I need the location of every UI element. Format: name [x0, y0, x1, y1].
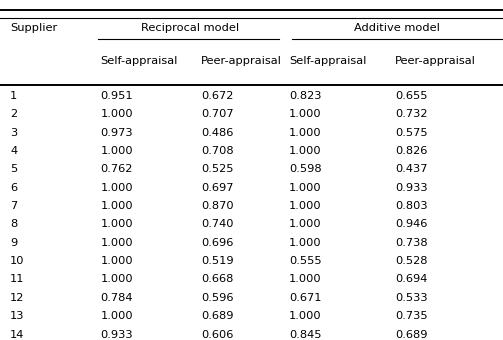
Text: 4: 4 [10, 146, 17, 156]
Text: 9: 9 [10, 238, 17, 248]
Text: 1.000: 1.000 [289, 274, 322, 285]
Text: 1.000: 1.000 [289, 238, 322, 248]
Text: 0.740: 0.740 [201, 219, 234, 230]
Text: 0.973: 0.973 [101, 128, 133, 138]
Text: Self-appraisal: Self-appraisal [289, 55, 367, 66]
Text: 7: 7 [10, 201, 17, 211]
Text: 0.668: 0.668 [201, 274, 233, 285]
Text: 1.000: 1.000 [289, 183, 322, 193]
Text: 1.000: 1.000 [289, 146, 322, 156]
Text: 0.655: 0.655 [395, 91, 428, 101]
Text: 14: 14 [10, 329, 25, 340]
Text: 0.528: 0.528 [395, 256, 428, 266]
Text: 0.933: 0.933 [101, 329, 133, 340]
Text: 1.000: 1.000 [101, 183, 133, 193]
Text: 0.826: 0.826 [395, 146, 427, 156]
Text: 1.000: 1.000 [289, 219, 322, 230]
Text: 0.707: 0.707 [201, 109, 234, 119]
Text: 0.671: 0.671 [289, 293, 322, 303]
Text: 0.689: 0.689 [201, 311, 234, 321]
Text: 0.732: 0.732 [395, 109, 428, 119]
Text: 0.823: 0.823 [289, 91, 322, 101]
Text: 0.598: 0.598 [289, 164, 322, 174]
Text: 0.708: 0.708 [201, 146, 234, 156]
Text: 0.555: 0.555 [289, 256, 322, 266]
Text: 0.735: 0.735 [395, 311, 428, 321]
Text: 0.533: 0.533 [395, 293, 428, 303]
Text: 0.845: 0.845 [289, 329, 322, 340]
Text: 1.000: 1.000 [289, 201, 322, 211]
Text: 0.738: 0.738 [395, 238, 428, 248]
Text: Reciprocal model: Reciprocal model [141, 23, 239, 33]
Text: 10: 10 [10, 256, 25, 266]
Text: 1.000: 1.000 [101, 238, 133, 248]
Text: 0.596: 0.596 [201, 293, 234, 303]
Text: 12: 12 [10, 293, 25, 303]
Text: Peer-appraisal: Peer-appraisal [395, 55, 476, 66]
Text: 0.437: 0.437 [395, 164, 428, 174]
Text: 0.762: 0.762 [101, 164, 133, 174]
Text: 1: 1 [10, 91, 17, 101]
Text: 6: 6 [10, 183, 17, 193]
Text: 0.946: 0.946 [395, 219, 427, 230]
Text: 0.689: 0.689 [395, 329, 428, 340]
Text: 1.000: 1.000 [101, 201, 133, 211]
Text: 0.870: 0.870 [201, 201, 234, 211]
Text: 1.000: 1.000 [101, 311, 133, 321]
Text: 1.000: 1.000 [289, 128, 322, 138]
Text: 0.803: 0.803 [395, 201, 428, 211]
Text: Self-appraisal: Self-appraisal [101, 55, 178, 66]
Text: 1.000: 1.000 [101, 274, 133, 285]
Text: 0.697: 0.697 [201, 183, 234, 193]
Text: 8: 8 [10, 219, 17, 230]
Text: 0.951: 0.951 [101, 91, 133, 101]
Text: 5: 5 [10, 164, 17, 174]
Text: 0.694: 0.694 [395, 274, 427, 285]
Text: 13: 13 [10, 311, 25, 321]
Text: Supplier: Supplier [10, 23, 57, 33]
Text: 11: 11 [10, 274, 25, 285]
Text: 0.784: 0.784 [101, 293, 133, 303]
Text: Additive model: Additive model [355, 23, 440, 33]
Text: 3: 3 [10, 128, 17, 138]
Text: 1.000: 1.000 [101, 146, 133, 156]
Text: 0.525: 0.525 [201, 164, 234, 174]
Text: 0.606: 0.606 [201, 329, 233, 340]
Text: 1.000: 1.000 [101, 256, 133, 266]
Text: 0.933: 0.933 [395, 183, 428, 193]
Text: 1.000: 1.000 [101, 219, 133, 230]
Text: Peer-appraisal: Peer-appraisal [201, 55, 282, 66]
Text: 0.575: 0.575 [395, 128, 428, 138]
Text: 0.519: 0.519 [201, 256, 234, 266]
Text: 0.672: 0.672 [201, 91, 233, 101]
Text: 1.000: 1.000 [289, 311, 322, 321]
Text: 2: 2 [10, 109, 17, 119]
Text: 1.000: 1.000 [289, 109, 322, 119]
Text: 1.000: 1.000 [101, 109, 133, 119]
Text: 0.696: 0.696 [201, 238, 233, 248]
Text: 0.486: 0.486 [201, 128, 233, 138]
